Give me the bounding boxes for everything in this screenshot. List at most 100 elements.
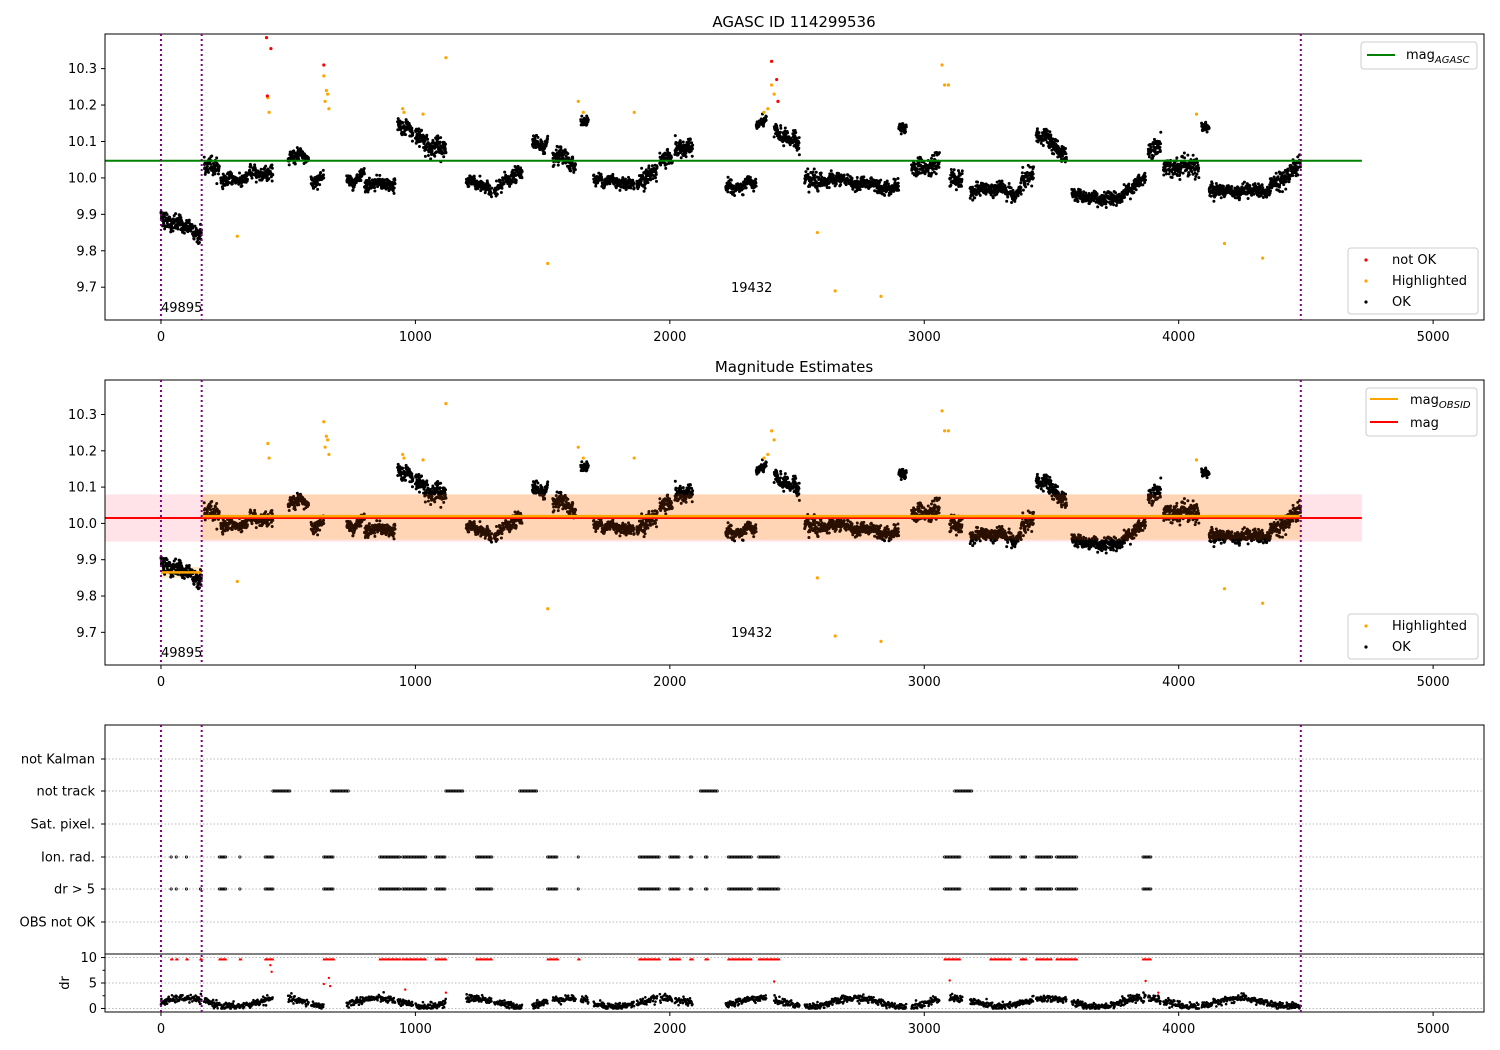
point-ok bbox=[393, 178, 397, 182]
point-ok bbox=[1296, 173, 1300, 177]
point-ok bbox=[322, 173, 326, 177]
point-ok bbox=[1183, 156, 1187, 160]
point-ok bbox=[171, 229, 175, 233]
point-ok bbox=[189, 229, 193, 233]
point-ok bbox=[425, 145, 429, 149]
point-ok bbox=[1007, 181, 1011, 185]
point-ok bbox=[411, 131, 415, 135]
point-ok bbox=[520, 170, 524, 174]
point-ok bbox=[187, 218, 191, 222]
point-ok bbox=[1242, 180, 1246, 184]
point-ok bbox=[424, 147, 428, 151]
point-ok bbox=[489, 191, 493, 195]
point-ok bbox=[632, 186, 636, 190]
point-ok bbox=[217, 165, 221, 169]
point-ok bbox=[952, 168, 956, 172]
point-ok bbox=[819, 171, 823, 175]
x-tick-label: 1000 bbox=[399, 330, 432, 345]
point-ok bbox=[621, 176, 625, 180]
point-ok bbox=[811, 170, 815, 174]
point-ok bbox=[425, 133, 429, 137]
point-ok bbox=[1212, 199, 1216, 203]
point-ok bbox=[162, 221, 166, 225]
point-ok bbox=[221, 172, 225, 176]
point-ok bbox=[439, 136, 443, 140]
point-ok bbox=[741, 193, 745, 197]
point-ok bbox=[165, 558, 169, 562]
point-ok bbox=[960, 172, 964, 176]
point-ok bbox=[392, 191, 396, 195]
point-ok bbox=[1020, 171, 1024, 175]
point-ok bbox=[1019, 190, 1023, 194]
point-ok bbox=[1096, 205, 1100, 209]
point-ok bbox=[199, 231, 203, 235]
point-ok bbox=[401, 121, 405, 125]
point-ok bbox=[444, 142, 448, 146]
point-ok bbox=[1031, 172, 1035, 176]
point-ok bbox=[807, 190, 811, 194]
point-ok bbox=[973, 196, 977, 200]
point-ok bbox=[215, 182, 219, 186]
annotation-obsid-1b: 19432 bbox=[731, 281, 772, 296]
point-ok bbox=[1195, 172, 1199, 176]
point-ok bbox=[519, 166, 523, 170]
point-ok bbox=[937, 151, 941, 155]
point-ok bbox=[193, 224, 197, 228]
point-ok bbox=[1105, 200, 1109, 204]
point-ok bbox=[431, 138, 435, 142]
point-ok bbox=[163, 227, 167, 231]
point-ok bbox=[410, 139, 414, 143]
point-ok bbox=[253, 163, 257, 167]
point-ok bbox=[679, 156, 683, 160]
point-ok bbox=[1288, 177, 1292, 181]
point-ok bbox=[896, 184, 900, 188]
point-ok bbox=[932, 153, 936, 157]
point-ok bbox=[850, 176, 854, 180]
point-ok bbox=[546, 137, 550, 141]
point-ok bbox=[472, 176, 476, 180]
point-ok bbox=[543, 151, 547, 155]
point-ok bbox=[429, 157, 433, 161]
point-not-ok bbox=[770, 59, 774, 63]
point-ok bbox=[373, 189, 377, 193]
point-ok bbox=[1182, 151, 1186, 155]
point-ok bbox=[393, 182, 397, 186]
point-ok bbox=[664, 166, 668, 170]
point-ok bbox=[726, 190, 730, 194]
point-ok bbox=[202, 155, 206, 159]
y-tick-label: 9.8 bbox=[76, 244, 97, 259]
point-ok bbox=[318, 183, 322, 187]
point-ok bbox=[1196, 163, 1200, 167]
point-ok bbox=[165, 212, 169, 216]
point-ok bbox=[794, 131, 798, 135]
point-not-ok bbox=[775, 77, 779, 82]
point-ok bbox=[316, 187, 320, 191]
point-ok bbox=[423, 154, 427, 158]
point-ok bbox=[362, 172, 366, 176]
point-ok bbox=[804, 170, 808, 174]
point-ok bbox=[642, 189, 646, 193]
point-ok bbox=[786, 131, 790, 135]
point-ok bbox=[618, 188, 622, 192]
point-ok bbox=[1095, 192, 1099, 196]
point-ok bbox=[862, 175, 866, 179]
point-ok bbox=[655, 165, 659, 169]
point-ok bbox=[1197, 166, 1201, 170]
point-ok bbox=[503, 170, 507, 174]
point-ok bbox=[1149, 145, 1153, 149]
point-ok bbox=[1123, 195, 1127, 199]
point-ok bbox=[1005, 199, 1009, 203]
point-highlighted bbox=[421, 112, 425, 116]
point-ok bbox=[855, 175, 859, 179]
point-ok bbox=[182, 231, 186, 235]
point-ok bbox=[1205, 130, 1209, 134]
y-tick-label: 10.3 bbox=[68, 62, 97, 77]
chart-title-1: AGASC ID 114299536 bbox=[712, 13, 875, 31]
point-ok bbox=[230, 172, 234, 176]
point-ok bbox=[569, 169, 573, 173]
point-ok bbox=[187, 563, 191, 567]
point-ok bbox=[215, 156, 219, 160]
point-not-ok bbox=[264, 36, 269, 40]
point-ok bbox=[1221, 184, 1225, 188]
point-ok bbox=[1006, 195, 1010, 199]
